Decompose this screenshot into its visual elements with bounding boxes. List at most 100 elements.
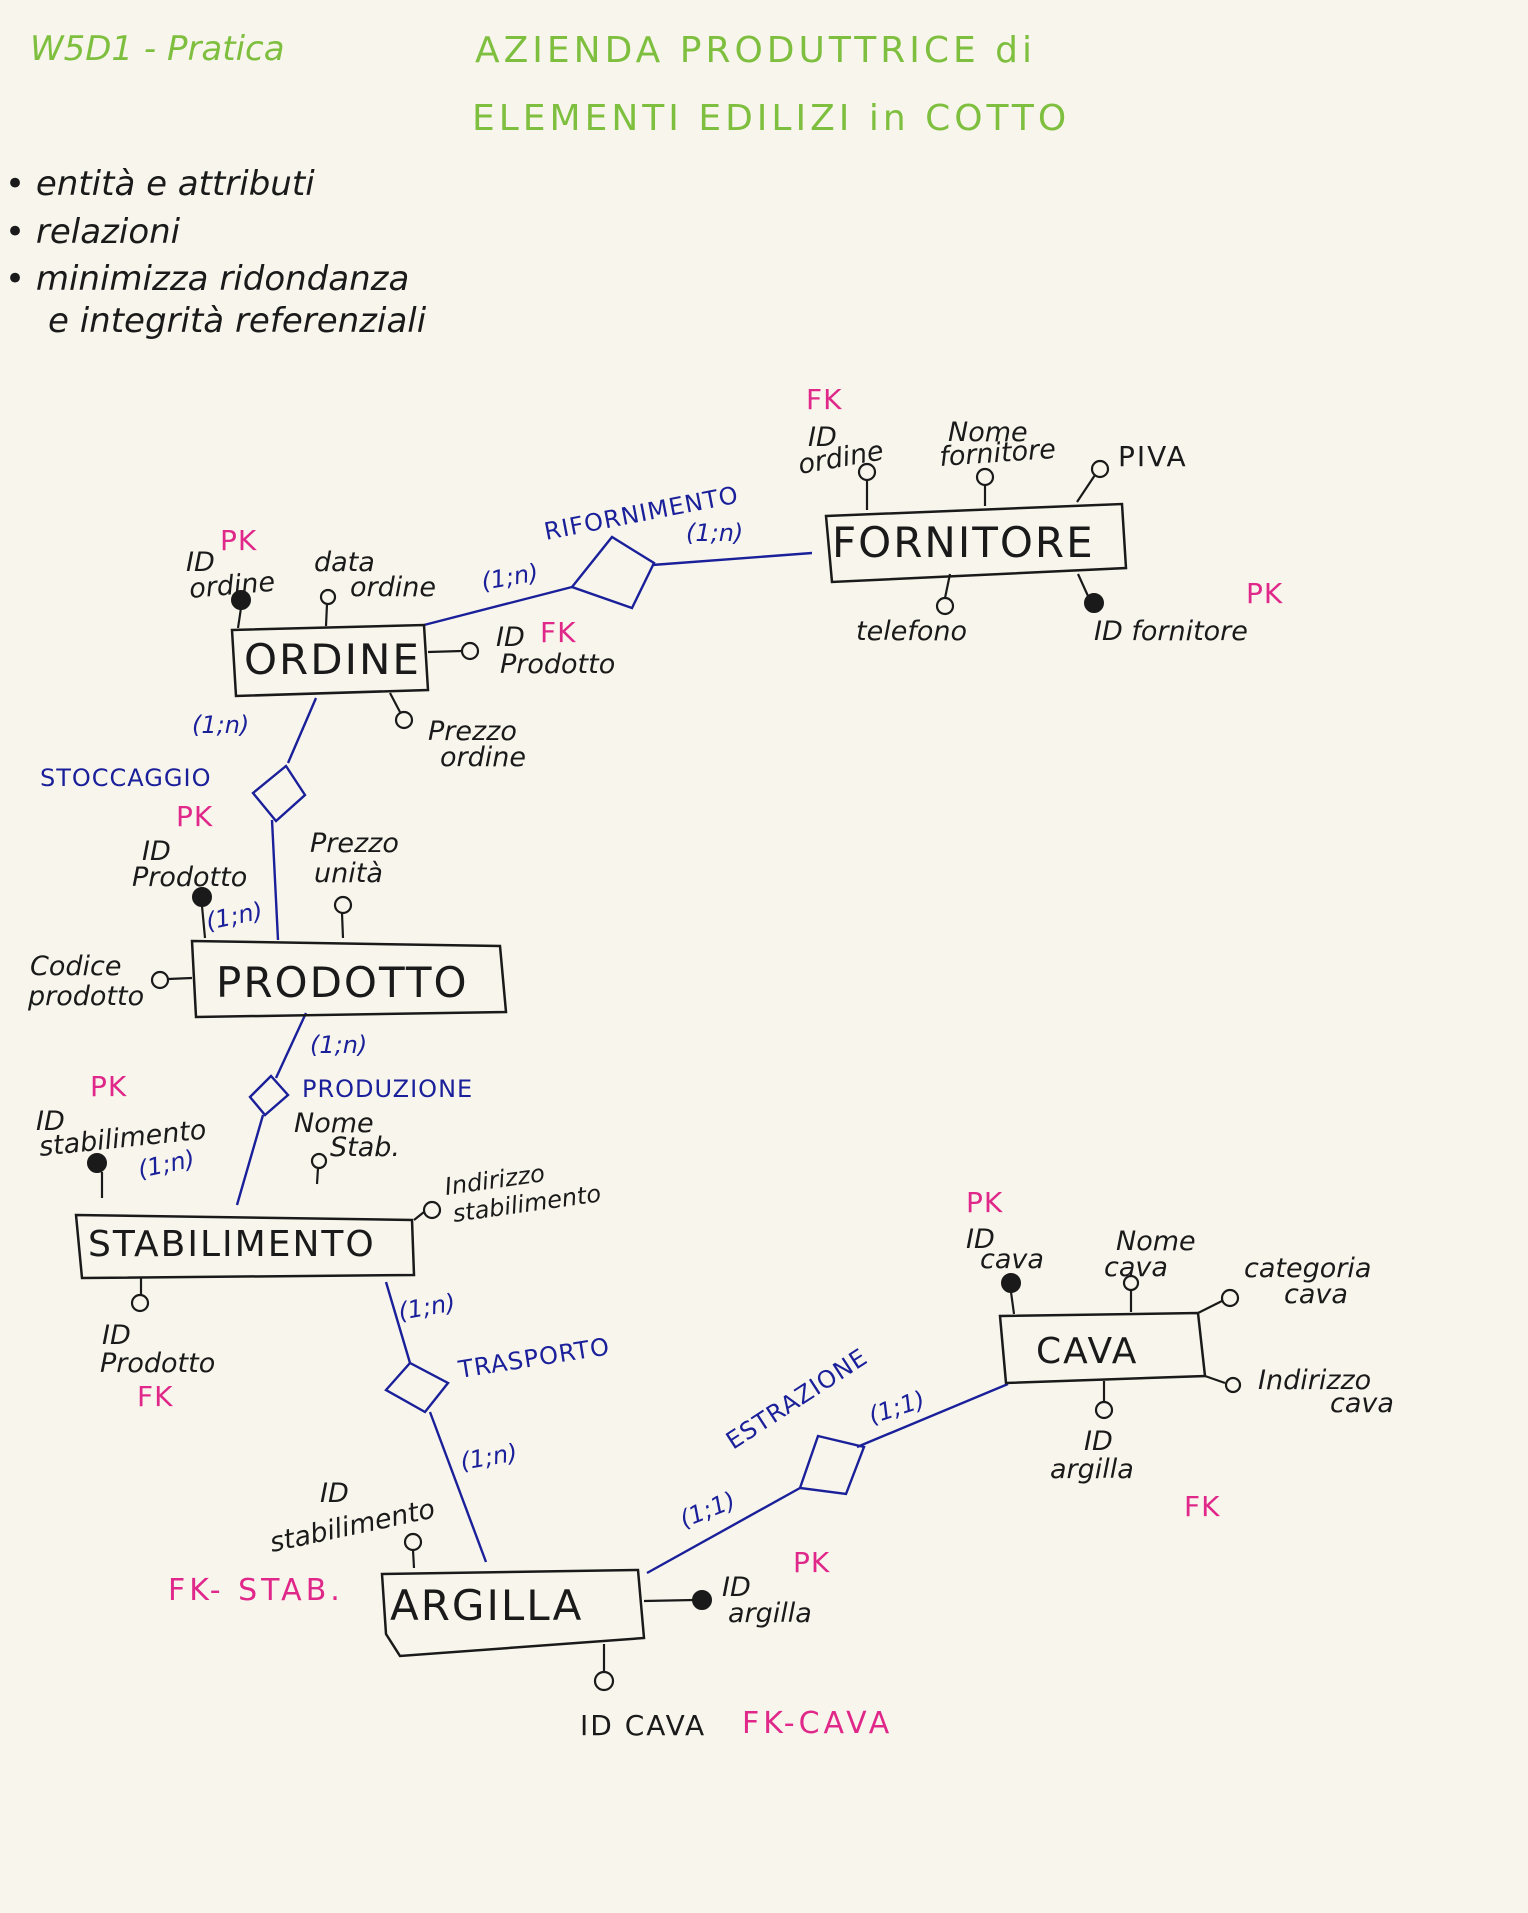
entity-cava: CAVA xyxy=(998,1311,1207,1385)
attr-fornitore-id-fornitore: ID fornitore xyxy=(1094,616,1248,647)
attr-marker-fornitore-id-fornitore xyxy=(1084,593,1104,613)
attr-marker-stabilimento-indirizzo xyxy=(422,1200,442,1220)
attr-ordine-data-2: ordine xyxy=(350,572,436,603)
card-trasp-argilla: (1;n) xyxy=(458,1438,519,1476)
attr-marker-stabilimento-nome xyxy=(310,1152,328,1170)
attr-ordine-id-ordine-1: ID xyxy=(186,547,215,578)
attr-prodotto-id-1: ID xyxy=(142,836,171,867)
attr-marker-ordine-data xyxy=(319,588,337,606)
line-ordine-rifornimento xyxy=(423,585,573,627)
entity-label-ordine: ORDINE xyxy=(244,635,421,684)
attr-marker-prodotto-id xyxy=(192,887,212,907)
entity-box-argilla xyxy=(380,1568,646,1658)
entity-fornitore: FORNITORE xyxy=(824,502,1128,584)
card-stocc-prodotto: (1;n) xyxy=(203,897,265,936)
attr-fornitore-telefono: telefono xyxy=(856,616,967,647)
note-3: • minimizza ridondanza xyxy=(5,259,409,299)
attr-argilla-id-stabilimento-1: ID xyxy=(320,1478,349,1509)
attr-ordine-id-prodotto-1: ID xyxy=(496,622,525,653)
attr-stabilimento-nome-1: Nome xyxy=(294,1108,374,1139)
diamond-stoccaggio xyxy=(251,764,307,823)
attr-prodotto-prezzo-2: unità xyxy=(314,858,383,889)
attr-cava-id-argilla-1: ID xyxy=(1084,1426,1113,1457)
attr-cava-categoria-2: cava xyxy=(1284,1279,1348,1310)
attr-cava-id-1: ID xyxy=(966,1224,995,1255)
attr-ordine-data-1: data xyxy=(314,547,375,578)
entity-label-cava: CAVA xyxy=(1036,1331,1138,1372)
line-prodotto-produzione xyxy=(274,1012,308,1079)
entity-box-prodotto xyxy=(190,939,508,1019)
diamond-rifornimento xyxy=(570,535,656,610)
card-estr-cava: (1;1) xyxy=(865,1385,928,1429)
card-stocc-ordine: (1;n) xyxy=(192,711,249,739)
attr-fornitore-piva: PIVA xyxy=(1118,440,1188,473)
attr-marker-stabilimento-id-prodotto xyxy=(130,1293,150,1313)
tag-cava-id-argilla: FK xyxy=(1184,1490,1220,1523)
entity-box-fornitore xyxy=(824,502,1128,584)
attr-ordine-id-prodotto-2: Prodotto xyxy=(500,649,615,680)
attr-argilla-id-cava: ID CAVA xyxy=(580,1709,706,1742)
attr-stabilimento-id-prodotto-2: Prodotto xyxy=(100,1348,215,1379)
relationship-diamonds xyxy=(248,535,866,1496)
tag-argilla-id-stabilimento: FK- STAB. xyxy=(168,1573,344,1608)
line-ordine-stoccaggio xyxy=(286,697,318,764)
entity-stabilimento: STABILIMENTO xyxy=(74,1213,416,1280)
card-prod-prodotto: (1;n) xyxy=(310,1031,367,1059)
attr-cava-indirizzo-2: cava xyxy=(1330,1388,1394,1419)
attr-marker-fornitore-telefono xyxy=(935,596,955,616)
attr-ordine-id-ordine-2: ordine xyxy=(188,567,276,605)
attr-marker-cava-nome xyxy=(1122,1274,1140,1292)
attr-marker-cava-id xyxy=(1001,1273,1021,1293)
attr-marker-cava-categoria xyxy=(1220,1288,1240,1308)
tag-stabilimento-id: PK xyxy=(90,1070,127,1103)
tag-ordine-id-ordine: PK xyxy=(220,524,257,557)
tag-fornitore-id-ordine: FK xyxy=(806,383,842,416)
attr-cava-id-argilla-2: argilla xyxy=(1050,1454,1134,1485)
attr-cava-nome-1: Nome xyxy=(1116,1226,1196,1257)
diamond-estrazione xyxy=(798,1434,866,1496)
attr-prodotto-id-2: Prodotto xyxy=(132,862,247,893)
tag-ordine-id-prodotto: FK xyxy=(540,616,576,649)
attr-prodotto-codice-1: Codice xyxy=(30,951,121,982)
attr-prodotto-codice-2: prodotto xyxy=(27,981,144,1012)
attr-marker-ordine-id-ordine xyxy=(231,590,251,610)
tag-fornitore-id-fornitore: PK xyxy=(1246,577,1283,610)
tag-argilla-id-cava: FK-CAVA xyxy=(742,1706,893,1741)
note-1: • entità e attributi xyxy=(5,164,315,204)
entity-argilla: ARGILLA xyxy=(380,1568,646,1658)
rel-produzione: PRODUZIONE xyxy=(302,1075,473,1103)
relationship-lines xyxy=(235,551,1009,1575)
attr-marker-prodotto-prezzo xyxy=(333,895,353,915)
tag-argilla-id: PK xyxy=(793,1546,830,1579)
line-produzione-stabilimento xyxy=(235,1114,265,1206)
attr-marker-fornitore-piva xyxy=(1090,459,1110,479)
line-estrazione-cava xyxy=(856,1382,1009,1449)
attr-marker-ordine-id-prodotto xyxy=(460,641,480,661)
attr-stabilimento-id-1: ID xyxy=(36,1106,65,1137)
card-rif-ordine: (1;n) xyxy=(479,558,540,596)
attr-marker-fornitore-id-ordine xyxy=(857,462,877,482)
rel-trasporto: TRASPORTO xyxy=(456,1332,612,1384)
attr-marker-cava-id-argilla xyxy=(1094,1400,1114,1420)
attr-marker-fornitore-nome xyxy=(975,467,995,487)
tag-prodotto-id: PK xyxy=(176,800,213,833)
attr-argilla-id-2: argilla xyxy=(728,1598,812,1629)
attr-marker-stabilimento-id xyxy=(87,1153,107,1173)
attr-fornitore-nome-1: Nome xyxy=(948,417,1028,448)
note-4: e integrità referenziali xyxy=(48,301,427,341)
line-rifornimento-fornitore xyxy=(651,551,813,567)
attr-marker-cava-indirizzo xyxy=(1224,1376,1242,1394)
tag-cava-id: PK xyxy=(966,1186,1003,1219)
attr-cava-nome-2: cava xyxy=(1104,1252,1168,1283)
attr-marker-ordine-prezzo xyxy=(394,710,414,730)
attr-marker-prodotto-codice xyxy=(150,970,170,990)
title-line-2: ELEMENTI EDILIZI in COTTO xyxy=(472,98,1070,139)
line-trasporto-argilla xyxy=(428,1411,488,1563)
card-trasp-stab: (1;n) xyxy=(396,1288,457,1326)
note-2: • relazioni xyxy=(5,212,181,252)
attr-cava-indirizzo-1: Indirizzo xyxy=(1258,1365,1371,1396)
entity-label-fornitore: FORNITORE xyxy=(832,518,1095,567)
attr-cava-categoria-1: categoria xyxy=(1244,1253,1371,1284)
attr-marker-argilla-id-cava xyxy=(593,1670,615,1692)
